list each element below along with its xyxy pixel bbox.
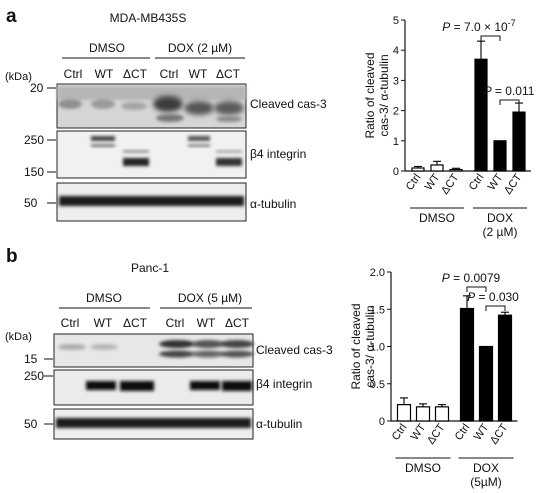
panel-a-marker: 50 [24, 196, 38, 210]
x-tick-label: Ctrl [467, 172, 487, 193]
panel-b-marker: 50 [24, 417, 38, 431]
bar [411, 167, 425, 172]
panel-a-lane-label: Ctrl [64, 67, 83, 81]
panel-a-blot-b4-integrin [56, 130, 247, 179]
y-axis-label: Ratio of cleaved [349, 303, 363, 389]
p-value-label: P = 0.011 [484, 84, 535, 98]
bar [512, 111, 526, 172]
panel-a-lane-label: WT [95, 67, 114, 81]
significance-bracket [466, 286, 487, 292]
chart-b: 0 0.5 1.0 1.5 2.0 Ratio of cleaved cas-3/ α-tu… [349, 267, 519, 489]
panel-b-blot-label: α-tubulin [256, 417, 302, 431]
y-tick-label: 0 [379, 416, 385, 428]
bar [459, 307, 475, 422]
panel-b-marker: 250 [24, 369, 44, 383]
panel-a-marker: 20 [30, 81, 44, 95]
panel-a-lane-label: Ctrl [160, 67, 179, 81]
bar [415, 406, 431, 422]
x-tick-label: Ctrl [453, 422, 473, 443]
panel-a-marker: 150 [24, 165, 44, 179]
panel-b-lane-label: WT [94, 316, 113, 330]
panel-b-lane-label: ΔCT [123, 316, 148, 330]
significance-bracket [480, 35, 501, 41]
y-tick-label: 1.5 [370, 304, 385, 316]
p-value-label: P = 0.0079 [442, 271, 501, 285]
bar [493, 140, 507, 172]
bar [478, 345, 494, 422]
panel-a-cell-line: MDA-MB435S [110, 11, 187, 25]
panel-b-group-dmso: DMSO [86, 291, 122, 305]
y-tick-label: 0.5 [370, 379, 385, 391]
group-label: (5µM) [470, 475, 502, 489]
bar [474, 58, 488, 172]
p-value-label: P = 0.030 [467, 290, 519, 304]
group-label: (2 µM) [483, 225, 518, 239]
panel-b-kda-label: (kDa) [5, 331, 32, 343]
group-label: DOX [487, 211, 513, 225]
panel-a-lane-label: WT [189, 67, 208, 81]
panel-b-blot-label: Cleaved cas-3 [256, 343, 333, 357]
significance-bracket [499, 99, 520, 105]
panel-b-lane-label: WT [197, 316, 216, 330]
group-label: DMSO [419, 211, 455, 225]
y-axis-label: cas-3/ α-tubulin [377, 54, 391, 136]
panel-b-blot-b4-integrin [53, 369, 254, 406]
panel-a-group-dmso: DMSO [89, 41, 125, 55]
bar [434, 406, 450, 422]
panel-a-letter: a [6, 6, 17, 27]
x-tick-label: ΔCT [425, 422, 448, 447]
panel-a-kda-label: (kDa) [5, 71, 32, 83]
panel-a-blot-a-tubulin [56, 182, 247, 222]
y-tick-label: 2.0 [370, 267, 385, 279]
panel-a-lane-label: ΔCT [216, 67, 241, 81]
bar [449, 168, 463, 172]
x-tick-label: Ctrl [404, 172, 424, 193]
panel-b: b Panc-1 DMSO DOX (5 µM) Ctrl WT ΔCT Ctr… [5, 246, 333, 440]
y-tick-label: 5 [393, 15, 399, 27]
chart-a: 0 1 2 3 4 5 Ratio of cleaved cas-3/ α-tubulin Ct… [363, 15, 535, 239]
panel-b-blot-a-tubulin [53, 408, 254, 440]
panel-a-blot-label: Cleaved cas-3 [250, 97, 327, 111]
panel-a-lane-label: ΔCT [123, 67, 148, 81]
panel-b-cell-line: Panc-1 [131, 261, 169, 275]
y-tick-label: 3 [393, 75, 399, 87]
y-tick-label: 1 [393, 136, 399, 148]
x-tick-label: ΔCT [502, 172, 525, 197]
y-axis-label: Ratio of cleaved [363, 52, 377, 138]
x-tick-label: Ctrl [390, 422, 410, 443]
bar [430, 164, 444, 172]
panel-b-lane-label: Ctrl [166, 316, 185, 330]
panel-a-marker: 250 [24, 133, 44, 147]
x-tick-label: ΔCT [439, 172, 462, 197]
panel-a-blot-label: α-tubulin [250, 197, 296, 211]
significance-bracket [485, 305, 506, 311]
group-label: DMSO [405, 461, 441, 475]
panel-b-lane-label: Ctrl [61, 316, 80, 330]
bar [396, 404, 412, 422]
panel-a-lane-labels: Ctrl WT ΔCT Ctrl WT ΔCT [64, 67, 241, 81]
y-axis-label: cas-3/ α-tubulin [363, 305, 377, 387]
panel-b-marker: 15 [24, 352, 38, 366]
y-tick-label: 2 [393, 106, 399, 118]
panel-b-blot-label: β4 integrin [256, 377, 312, 391]
y-tick-label: 4 [393, 45, 399, 57]
group-label: DOX [473, 461, 499, 475]
p-value-label: P = 7.0 × 10-7 [442, 18, 515, 34]
panel-a: a MDA-MB435S DMSO DOX (2 µM) Ctrl WT ΔCT… [5, 6, 327, 222]
panel-a-blot-cleaved-cas3 [56, 83, 247, 129]
y-tick-label: 1.0 [370, 342, 385, 354]
panel-b-lane-label: ΔCT [225, 316, 250, 330]
y-tick-label: 0 [393, 166, 399, 178]
panel-a-group-dox: DOX (2 µM) [168, 41, 232, 55]
panel-b-blot-cleaved-cas3 [53, 333, 254, 368]
bar [497, 314, 513, 422]
panel-a-blot-label: β4 integrin [250, 147, 306, 161]
panel-b-letter: b [6, 246, 18, 267]
x-tick-label: ΔCT [488, 422, 511, 447]
panel-b-lane-labels: Ctrl WT ΔCT Ctrl WT ΔCT [61, 316, 250, 330]
panel-b-group-dox: DOX (5 µM) [178, 291, 242, 305]
